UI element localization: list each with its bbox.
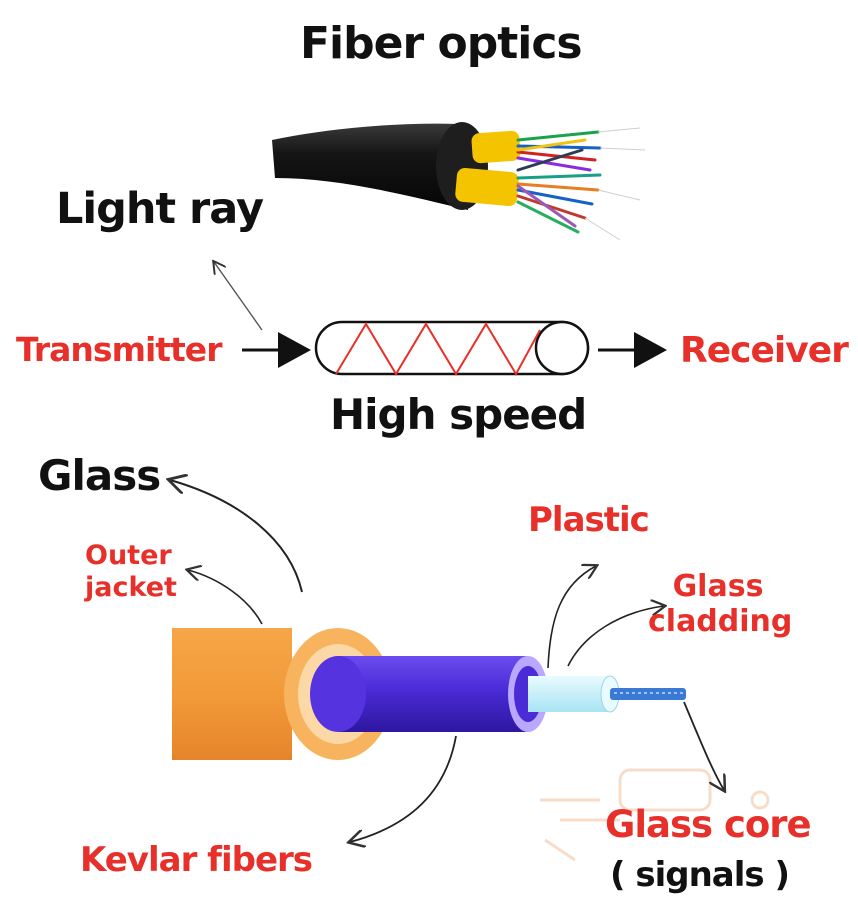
plastic-pointer	[547, 566, 596, 669]
signals-label: ( signals )	[610, 855, 790, 895]
glass-core-label: Glass core	[605, 803, 812, 846]
cable-cross-section	[172, 628, 686, 760]
cable-outer-sheath	[272, 123, 468, 210]
yellow-tape-lower	[455, 168, 519, 206]
receiver-label: Receiver	[680, 330, 849, 371]
glass-pointer	[170, 480, 303, 593]
fiber-cable-image	[272, 122, 646, 241]
bare-fiber-ends	[584, 127, 646, 241]
background-watermark	[540, 768, 770, 862]
glass-cladding-label: Glass cladding	[648, 569, 793, 639]
glass-cladding-pointer	[567, 606, 664, 667]
page-title: Fiber optics	[300, 18, 583, 69]
outer-jacket-label: Outer jacket	[85, 540, 177, 604]
outer-jacket-shape	[172, 628, 292, 760]
kevlar-fibers-label: Kevlar fibers	[80, 840, 313, 880]
plastic-label: Plastic	[528, 500, 650, 540]
light-ray-pointer	[214, 262, 263, 331]
high-speed-label: High speed	[330, 390, 587, 439]
kevlar-layer-back	[310, 656, 366, 732]
kevlar-layer-shape	[338, 656, 528, 732]
glass-core-pointer	[683, 701, 724, 790]
zigzag-light-path	[335, 322, 541, 377]
glass-label: Glass	[38, 451, 161, 500]
outer-jacket-pointer	[188, 570, 263, 625]
transmitter-label: Transmitter	[16, 330, 222, 369]
fiber-tube	[314, 320, 590, 377]
glass-core-shape	[610, 688, 686, 700]
cladding-shape	[528, 676, 610, 712]
colored-fiber-strands	[516, 130, 602, 234]
kevlar-pointer	[350, 735, 457, 842]
yellow-tape-upper	[471, 130, 521, 164]
light-ray-label: Light ray	[56, 184, 264, 234]
